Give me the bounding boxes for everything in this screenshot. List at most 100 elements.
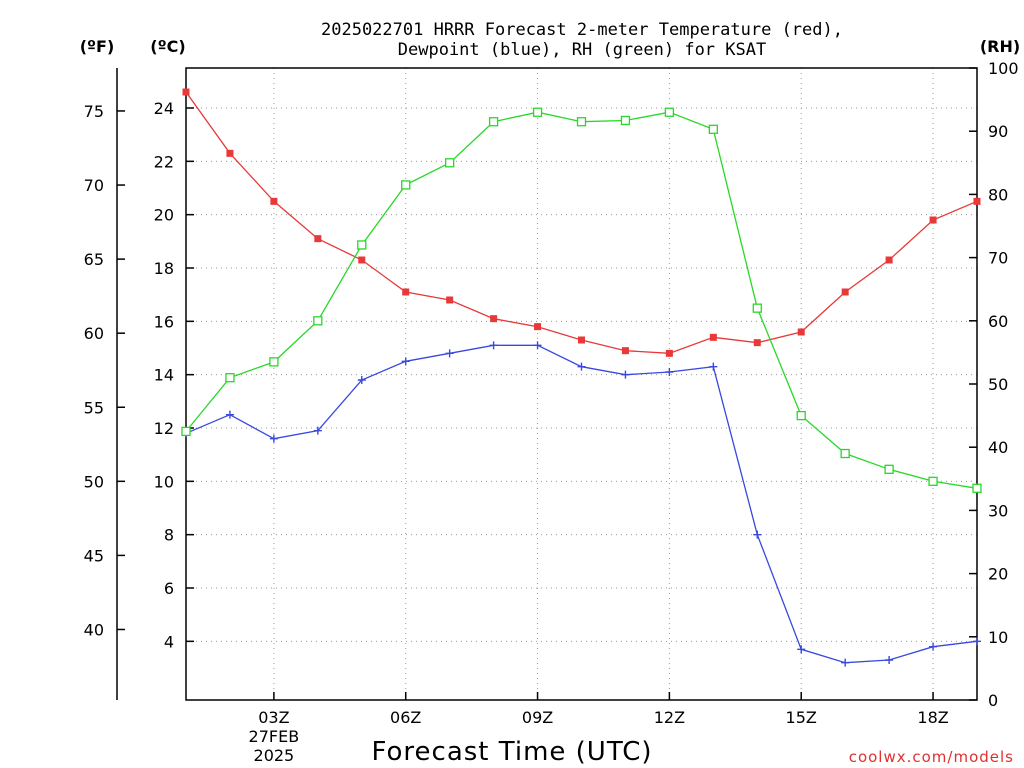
data-point (532, 107, 543, 117)
data-point (885, 256, 893, 264)
data-point (490, 315, 498, 323)
series-line (185, 111, 978, 489)
data-point (972, 483, 982, 493)
celsius-tick-label: 20 (154, 206, 174, 225)
series-line (185, 91, 978, 354)
data-point (225, 373, 235, 383)
data-point (885, 656, 894, 664)
data-point (489, 341, 498, 350)
data-point (753, 339, 761, 347)
data-point (665, 368, 674, 376)
data-point (884, 464, 894, 474)
rh-tick-label: 80 (988, 185, 1008, 204)
data-point (796, 410, 806, 421)
celsius-tick-label: 8 (164, 526, 174, 545)
data-point (314, 235, 322, 243)
fahrenheit-unit-label: (ºF) (80, 37, 115, 56)
celsius-tick-label: 24 (154, 99, 174, 118)
series-0 (182, 88, 981, 357)
fahrenheit-tick-label: 65 (84, 250, 104, 269)
data-point (928, 476, 938, 486)
celsius-tick-label: 18 (154, 259, 174, 278)
x-axis-title: Forecast Time (UTC) (371, 737, 652, 767)
rh-tick-label: 20 (988, 565, 1008, 584)
time-tick-label: 12Z (654, 708, 685, 727)
data-point (358, 256, 366, 264)
fahrenheit-tick-label: 50 (84, 472, 104, 491)
data-point (577, 362, 586, 371)
data-point (709, 362, 718, 371)
data-point (401, 357, 410, 366)
data-point (576, 117, 587, 127)
time-tick-label: 03Z (258, 708, 289, 727)
celsius-unit-label: (ºC) (150, 37, 185, 56)
fahrenheit-tick-label: 55 (84, 398, 104, 417)
data-point (181, 426, 191, 437)
axis-ticks: 4 6 8 10 12 14 16 18 20 22 24 40 45 50 55 60 65 70 75 0 10 20… (84, 59, 1019, 765)
data-point (929, 216, 937, 224)
year-label: 2025 (254, 746, 295, 765)
data-point (620, 115, 631, 126)
rh-tick-label: 90 (988, 122, 1008, 141)
data-point (578, 336, 585, 344)
data-point (446, 296, 454, 304)
data-point (840, 448, 850, 459)
data-point (533, 341, 542, 350)
fahrenheit-tick-label: 75 (84, 102, 104, 121)
data-point (402, 288, 410, 296)
data-point (313, 316, 323, 326)
credit-link[interactable]: coolwx.com/models (849, 748, 1014, 766)
celsius-tick-label: 10 (154, 472, 174, 491)
data-point (269, 434, 278, 443)
data-point (797, 645, 806, 654)
data-point (269, 357, 279, 367)
rh-tick-label: 100 (988, 59, 1019, 78)
celsius-tick-label: 14 (154, 366, 174, 385)
data-point (841, 658, 850, 667)
data-point (708, 124, 718, 134)
rh-unit-label: (RH) (980, 37, 1020, 56)
data-point (929, 642, 938, 651)
rh-tick-label: 10 (988, 628, 1008, 647)
celsius-tick-label: 4 (164, 632, 174, 651)
chart-title-line-2: Dewpoint (blue), RH (green) for KSAT (398, 40, 766, 60)
data-point (401, 180, 411, 190)
data-series (181, 88, 982, 667)
rh-tick-label: 70 (988, 249, 1008, 268)
celsius-tick-label: 22 (154, 152, 174, 171)
data-point (270, 197, 278, 205)
time-tick-label: 09Z (522, 708, 553, 727)
data-point (357, 376, 366, 384)
celsius-tick-label: 6 (164, 579, 174, 598)
grid-lines (186, 68, 977, 700)
data-point (797, 328, 805, 336)
data-point (534, 323, 542, 331)
chart-title-line-1: 2025022701 HRRR Forecast 2-meter Tempera… (321, 20, 843, 40)
fahrenheit-tick-label: 45 (84, 546, 104, 565)
data-point (973, 197, 981, 205)
data-point (445, 158, 455, 168)
rh-tick-label: 30 (988, 501, 1008, 520)
fahrenheit-tick-label: 40 (84, 620, 104, 639)
data-point (226, 149, 234, 157)
date-label: 27FEB (249, 727, 300, 746)
data-point (973, 637, 981, 646)
rh-tick-label: 50 (988, 375, 1008, 394)
rh-tick-label: 40 (988, 438, 1008, 457)
series-line (185, 344, 978, 664)
fahrenheit-tick-label: 60 (84, 324, 104, 343)
data-point (357, 240, 367, 250)
celsius-tick-label: 16 (154, 312, 174, 331)
data-point (488, 117, 499, 127)
series-2 (181, 107, 982, 493)
data-point (752, 303, 762, 313)
celsius-tick-label: 12 (154, 419, 174, 438)
data-point (182, 88, 190, 96)
time-tick-label: 15Z (786, 708, 817, 727)
series-1 (182, 341, 981, 667)
plot-frame (185, 67, 978, 701)
data-point (621, 347, 629, 355)
data-point (841, 288, 849, 296)
rh-tick-label: 0 (988, 691, 998, 710)
fahrenheit-tick-label: 70 (84, 176, 104, 195)
